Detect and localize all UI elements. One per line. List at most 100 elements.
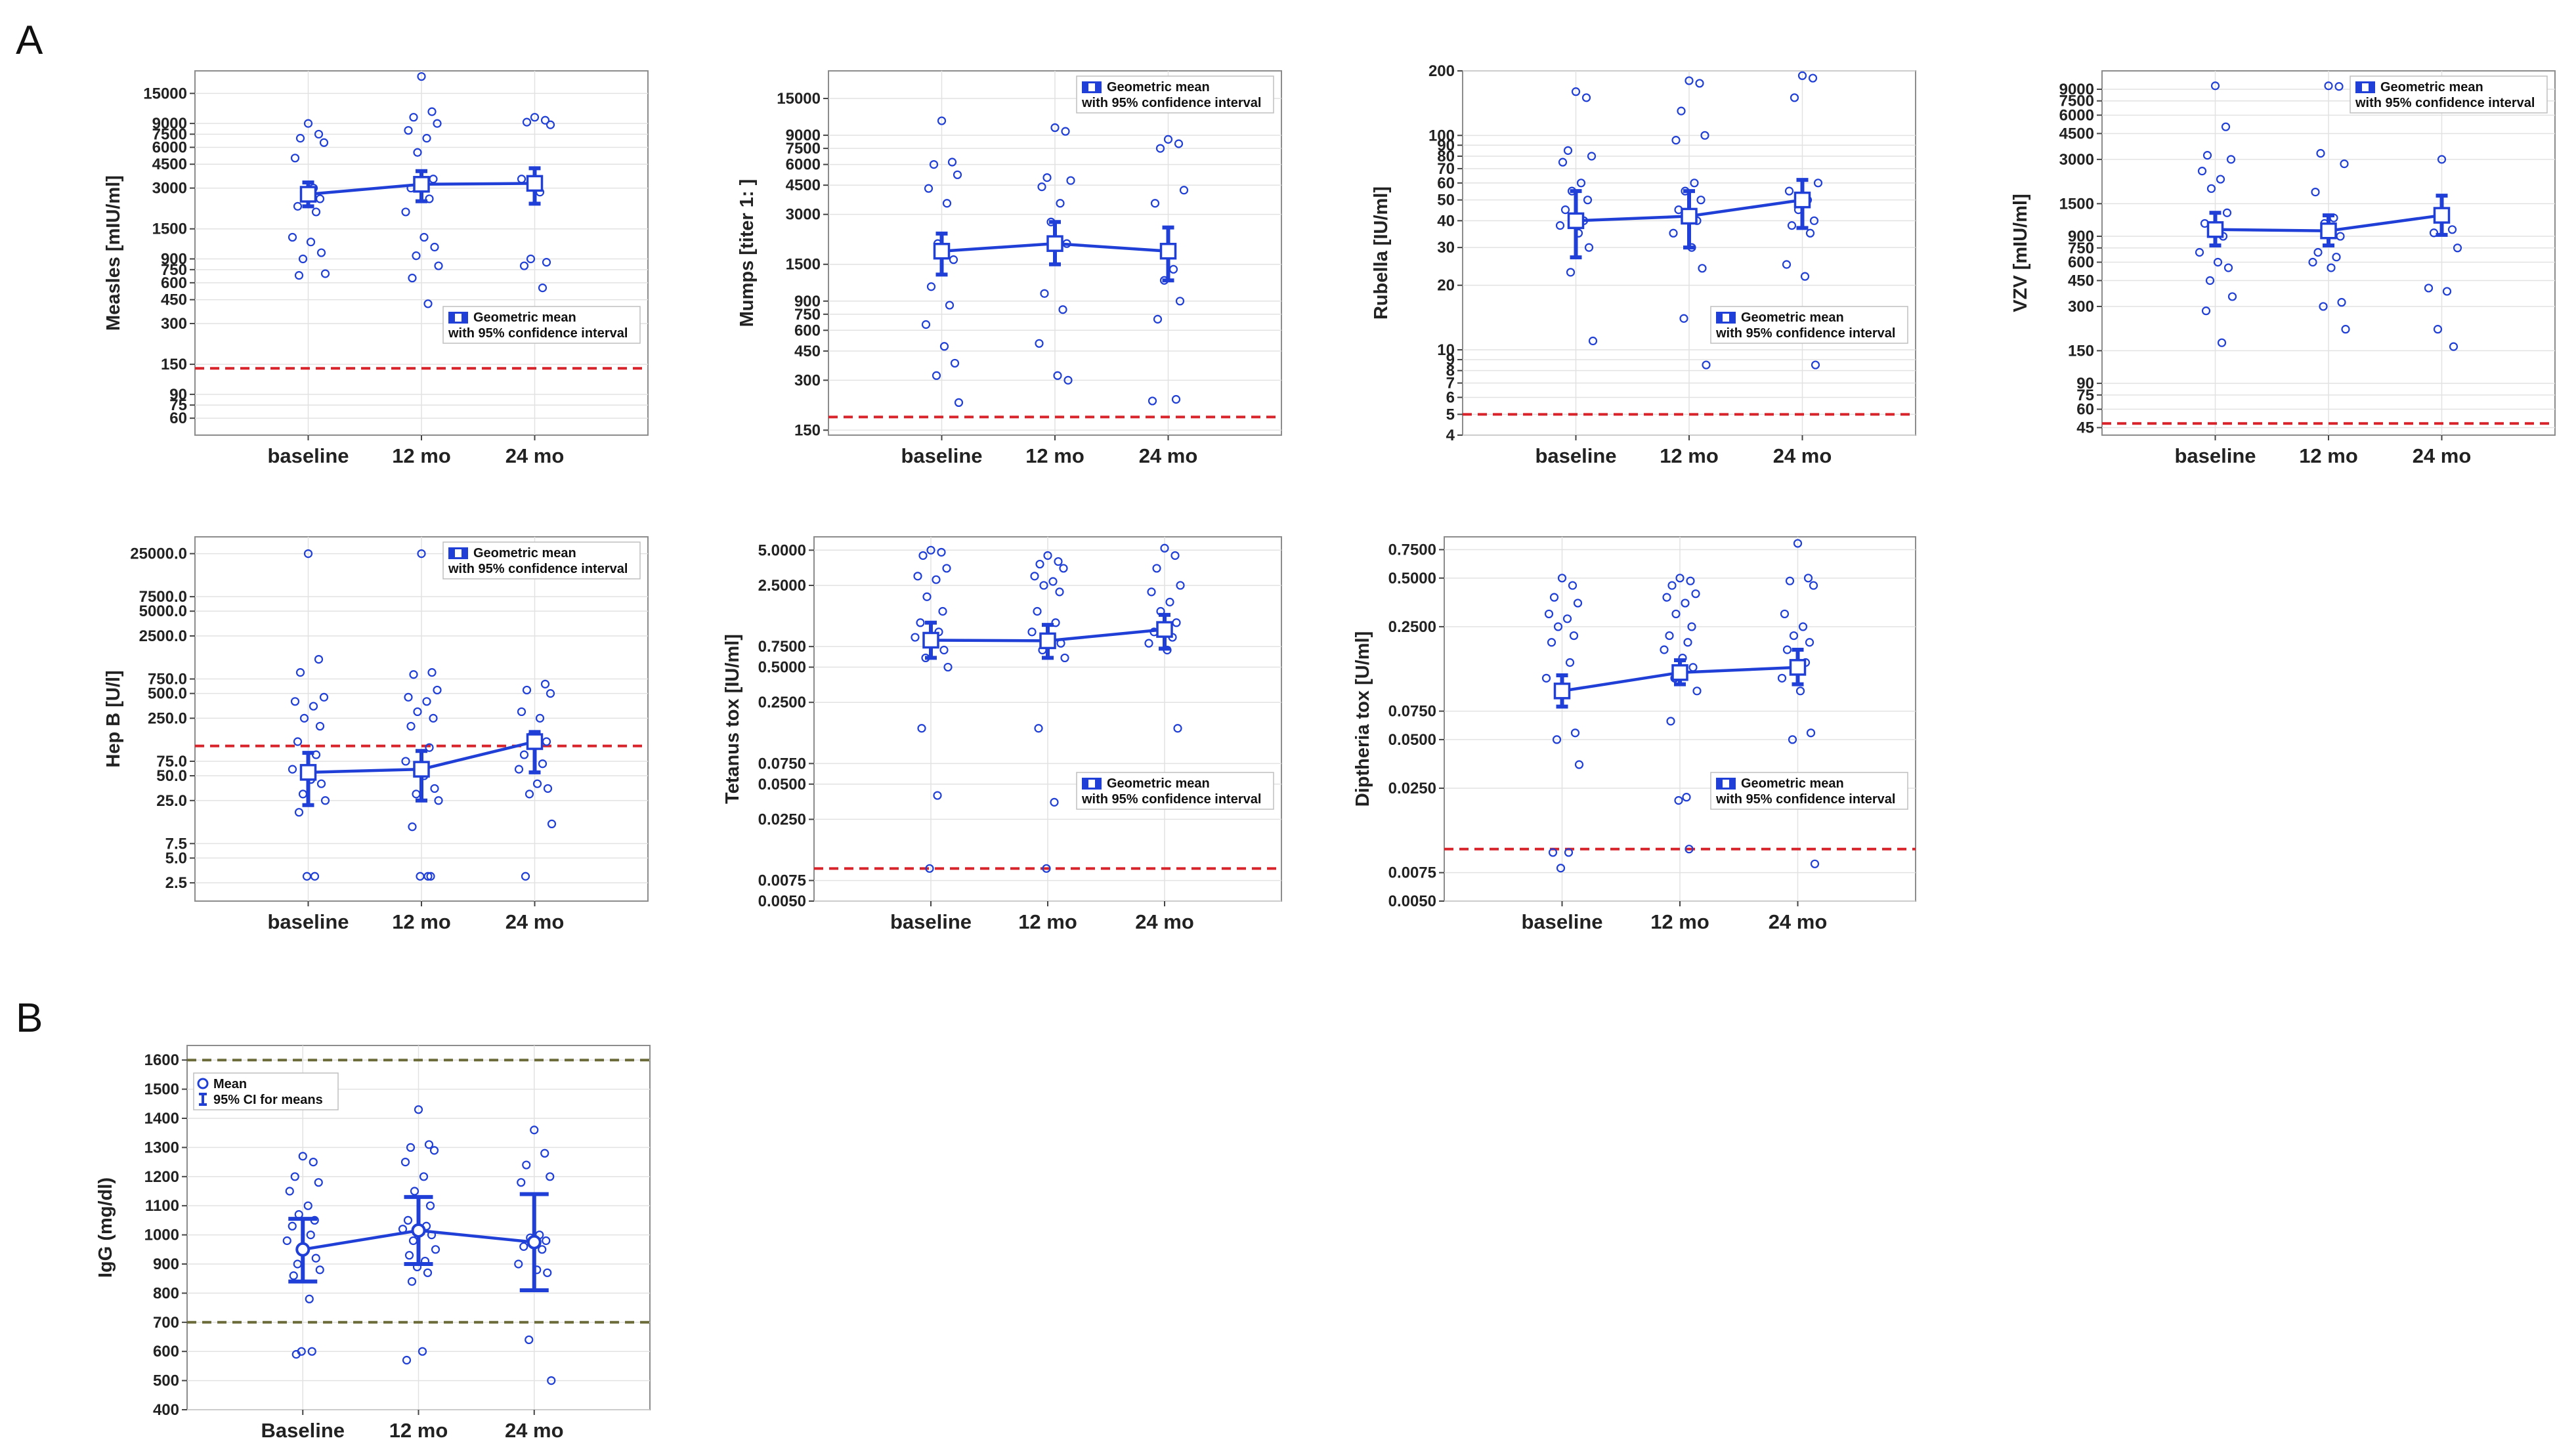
tetanus-y-tick-label: 0.0075 — [758, 872, 806, 890]
igg-y-tick-label: 1300 — [144, 1139, 179, 1156]
vzv-y-tick-label: 1500 — [2059, 195, 2094, 213]
rubella-x-tick-label: 12 mo — [1660, 444, 1719, 467]
mumps-y-tick-label: 900 — [794, 293, 821, 310]
hepb-data-point — [294, 808, 304, 817]
vzv-data-point — [2210, 81, 2220, 91]
igg-data-point — [429, 1146, 439, 1155]
tetanus-data-point — [1033, 606, 1042, 616]
charts-layer: 6075901503004506007509001500300045006000… — [95, 62, 2556, 1442]
hepb-y-tick-label: 250.0 — [148, 709, 187, 727]
mumps-data-point — [1153, 314, 1163, 324]
vzv-data-point — [2319, 302, 2328, 311]
diphtheria-data-point — [1549, 593, 1559, 602]
mumps-data-point — [921, 320, 931, 329]
vzv-data-point — [2202, 151, 2212, 160]
diphtheria-data-point — [1789, 631, 1799, 641]
diphtheria-data-point — [1573, 599, 1583, 608]
mumps-data-point — [950, 358, 960, 368]
rubella-geometric-mean-marker — [1793, 191, 1811, 209]
igg-data-point — [400, 1157, 410, 1167]
vzv-data-point — [2327, 263, 2336, 272]
vzv-y-tick-label: 600 — [2068, 253, 2094, 271]
measles-data-point — [311, 207, 321, 217]
tetanus-data-point — [917, 724, 926, 733]
measles-data-point — [434, 261, 443, 270]
tetanus-geometric-mean-marker — [1039, 632, 1056, 650]
igg-data-point — [540, 1149, 549, 1158]
rubella-data-point — [1563, 146, 1573, 155]
tetanus-legend-line-1: Geometric mean — [1107, 776, 1210, 791]
measles-data-point — [417, 72, 426, 81]
igg-data-point — [546, 1172, 555, 1181]
vzv-data-point — [2217, 338, 2227, 347]
measles-data-point — [540, 116, 550, 125]
vzv-y-tick-label: 750 — [2068, 240, 2094, 257]
rubella-legend-line-1: Geometric mean — [1741, 310, 1844, 325]
hepb-data-point — [517, 707, 526, 717]
igg-legend-box — [193, 1072, 339, 1110]
rubella-data-point — [1560, 205, 1570, 215]
chart-igg: 400 500 600 700 800 900 1000 1100 1200 1300 1400 15… — [95, 1045, 651, 1442]
diphtheria-data-point — [1562, 614, 1572, 623]
vzv-data-point — [2197, 167, 2207, 176]
tetanus-data-point — [1048, 577, 1058, 586]
hepb-geometric-mean-marker — [526, 733, 544, 750]
diphtheria-y-axis-label: Diptheria tox [U/ml] — [1352, 631, 1373, 807]
measles-y-tick-label: 6000 — [152, 138, 187, 156]
hepb-y-tick-label: 7500.0 — [139, 588, 187, 606]
tetanus-data-point — [925, 864, 934, 873]
igg-data-point — [291, 1350, 301, 1359]
hepb-data-point — [522, 685, 532, 695]
tetanus-data-point — [1039, 581, 1048, 590]
hepb-data-point — [416, 872, 425, 881]
mumps-data-point — [1063, 375, 1073, 385]
vzv-data-point — [2453, 243, 2462, 253]
hepb-data-point — [320, 796, 330, 805]
diphtheria-data-point — [1665, 631, 1674, 641]
rubella-data-point — [1555, 221, 1565, 230]
rubella-data-point — [1588, 336, 1598, 346]
hepb-y-tick-label: 25000.0 — [130, 545, 187, 563]
hepb-data-point — [540, 679, 550, 688]
diphtheria-data-point — [1544, 609, 1554, 619]
hepb-data-point — [519, 750, 529, 759]
tetanus-data-point — [1144, 639, 1153, 648]
hepb-data-point — [290, 697, 300, 706]
measles-y-tick-label: 300 — [161, 315, 187, 333]
mumps-data-point — [942, 199, 952, 208]
hepb-y-tick-label: 7.5 — [165, 835, 187, 853]
hepb-data-point — [546, 689, 555, 698]
tetanus-data-point — [1051, 618, 1060, 627]
vzv-x-tick-label: 12 mo — [2299, 444, 2358, 467]
measles-data-point — [408, 274, 417, 283]
rubella-data-point — [1784, 186, 1794, 196]
rubella-y-axis-label: Rubella [IU/ml] — [1371, 186, 1392, 320]
measles-data-point — [303, 119, 313, 128]
tetanus-y-tick-label: 0.2500 — [758, 694, 806, 711]
vzv-legend-line-2: with 95% confidence interval — [2355, 96, 2535, 110]
measles-legend-line-1: Geometric mean — [473, 310, 576, 325]
mumps-data-point — [924, 184, 934, 193]
diphtheria-data-point — [1674, 796, 1683, 805]
measles-y-axis-label: Measles [mIU/ml] — [103, 175, 124, 331]
vzv-y-axis-label: VZV [mIU/ml] — [2010, 194, 2031, 312]
rubella-data-point — [1669, 228, 1678, 238]
measles-data-point — [430, 242, 439, 252]
vzv-x-tick-label: 24 mo — [2413, 444, 2472, 467]
rubella-y-tick-label: 90 — [1437, 137, 1455, 154]
mumps-data-point — [1163, 135, 1173, 144]
rubella-data-point — [1677, 106, 1686, 116]
rubella-data-point — [1808, 74, 1818, 83]
rubella-data-point — [1566, 268, 1576, 277]
tetanus-y-tick-label: 0.5000 — [758, 659, 806, 677]
igg-data-point — [423, 1268, 433, 1277]
tetanus-data-point — [933, 791, 942, 800]
igg-data-point — [290, 1172, 299, 1181]
rubella-data-point — [1587, 152, 1597, 161]
rubella-y-tick-label: 10 — [1437, 341, 1455, 359]
tetanus-data-point — [1042, 864, 1051, 873]
panel-label-a: A — [16, 18, 43, 63]
measles-geometric-mean-marker — [413, 176, 430, 193]
tetanus-data-point — [1034, 724, 1043, 733]
tetanus-data-point — [1173, 724, 1182, 733]
